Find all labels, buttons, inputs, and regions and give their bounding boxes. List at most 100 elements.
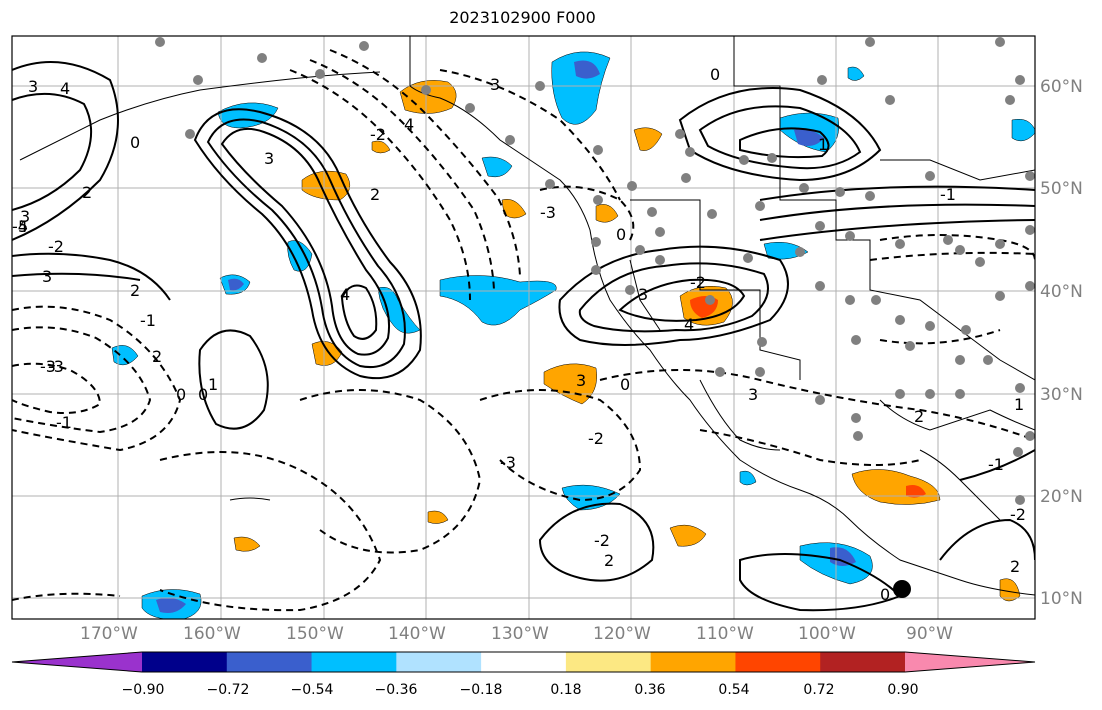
graticule — [12, 36, 1035, 619]
lon-label-170w: 170°W — [80, 624, 138, 644]
shade-orange-sm8 — [371, 140, 391, 154]
lon-label-140w: 140°W — [388, 624, 446, 644]
contour-label: 0 — [620, 375, 630, 394]
colorbar-extend-low — [12, 652, 142, 672]
contour-label: 2 — [82, 183, 92, 202]
colorbar-outline — [11, 651, 1036, 673]
cb-tick-8: 0.72 — [803, 682, 835, 698]
contour-label: -3 — [40, 357, 56, 376]
map-frame — [11, 35, 1036, 620]
shade-orange-50n — [301, 170, 351, 201]
lat-label-20n: 20°N — [1040, 487, 1083, 507]
contour-label: -3 — [48, 357, 64, 376]
cb-tick-3: −0.36 — [374, 682, 418, 698]
contour-label: -2 — [48, 237, 64, 256]
contour-label: -1 — [140, 311, 156, 330]
shading-layer — [111, 51, 1035, 619]
contour-label: 2 — [370, 185, 380, 204]
shade-orange-sm2 — [633, 127, 663, 151]
contour-label: 3 — [20, 207, 30, 226]
contour-label: 3 — [490, 75, 500, 94]
contour-label: 0 — [198, 385, 208, 404]
contour-label: -1 — [988, 455, 1004, 474]
lat-label-10n: 10°N — [1040, 589, 1083, 609]
cb-tick-6: 0.36 — [634, 682, 666, 698]
shade-dark-sw — [156, 597, 186, 613]
shade-blue-sm2 — [481, 156, 513, 178]
cb-tick-2: −0.54 — [290, 682, 334, 698]
shade-orange-sm6 — [427, 510, 449, 524]
shade-orange-sm4 — [595, 204, 619, 223]
contour-label: 0 — [176, 385, 186, 404]
lat-label-40n: 40°N — [1040, 282, 1083, 302]
shade-orange-sm7 — [999, 578, 1021, 602]
contour-label: 1 — [208, 375, 218, 394]
cb-tick-9: 0.90 — [887, 682, 919, 698]
contour-label: 3 — [748, 385, 758, 404]
colorbar-extend-high — [905, 652, 1035, 672]
shade-dark-40n — [228, 278, 244, 291]
lon-label-160w: 160°W — [183, 624, 241, 644]
contour-label: -1 — [56, 413, 72, 432]
contour-label: 1 — [1014, 395, 1024, 414]
shade-dark-north — [574, 60, 600, 79]
dashed-contours — [12, 49, 1035, 612]
contour-label: 0 — [130, 133, 140, 152]
contour-label: 5 — [18, 217, 28, 236]
shade-orange-pac — [543, 363, 597, 405]
shade-alaska-orange — [399, 80, 457, 114]
contour-label: -3 — [500, 453, 516, 472]
contour-label: 3 — [638, 285, 648, 304]
colorbar-segment — [565, 652, 652, 672]
shade-blue-160w — [287, 240, 313, 272]
shade-blue-140w — [439, 275, 557, 326]
contour-label: -2 — [594, 531, 610, 550]
lat-label-30n: 30°N — [1040, 385, 1083, 405]
lat-label-60n: 60°N — [1040, 77, 1083, 97]
lon-label-150w: 150°W — [286, 624, 344, 644]
contour-label: -2 — [1010, 505, 1026, 524]
colorbar-segment — [396, 652, 482, 672]
cb-tick-5: 0.18 — [550, 682, 582, 698]
map-title: 2023102900 F000 — [449, 8, 596, 27]
contour-label: -2 — [370, 125, 386, 144]
contour-label: 2 — [604, 551, 614, 570]
contour-label: 2 — [152, 347, 162, 366]
shade-dark-canada — [794, 129, 824, 146]
lon-label-130w: 130°W — [491, 624, 549, 644]
contour-label: 4 — [60, 79, 70, 98]
contour-label: 4 — [684, 315, 694, 334]
cb-tick-1: −0.72 — [206, 682, 250, 698]
lon-label-100w: 100°W — [798, 624, 856, 644]
shade-orange-gulf — [851, 469, 941, 505]
colorbar-segment — [226, 652, 313, 672]
shade-blue-sm6 — [739, 470, 757, 486]
shade-orange-sm3 — [501, 199, 527, 219]
colorbar-segment — [481, 652, 567, 672]
contour-label: 2 — [130, 281, 140, 300]
contour-label: -3 — [540, 203, 556, 222]
solid-contours — [12, 61, 1035, 612]
contour-label: 3 — [264, 149, 274, 168]
shade-blue-sm5 — [1011, 119, 1035, 142]
contour-label: 0 — [880, 585, 890, 604]
colorbar-segment — [311, 652, 397, 672]
coastlines — [19, 36, 1035, 596]
contour-label: 3 — [28, 77, 38, 96]
shade-blue-sm4 — [847, 66, 865, 81]
cb-tick-0: −0.90 — [121, 682, 165, 698]
contour-label: 2 — [1010, 557, 1020, 576]
cb-tick-4: −0.18 — [459, 682, 503, 698]
lat-label-50n: 50°N — [1040, 179, 1083, 199]
lon-label-120w: 120°W — [593, 624, 651, 644]
contour-labels: 3 435-42-2302032-23-3-3434-2-1-323-2-1104… — [12, 65, 1026, 604]
shade-orange-sm5 — [233, 536, 261, 552]
contour-label: -2 — [588, 429, 604, 448]
cb-tick-7: 0.54 — [718, 682, 750, 698]
shade-blue-loop — [377, 287, 421, 334]
colorbar-segment — [820, 652, 906, 672]
contour-label: 0 — [710, 65, 720, 84]
contour-label: 1 — [818, 135, 828, 154]
contour-label: 4 — [404, 115, 414, 134]
